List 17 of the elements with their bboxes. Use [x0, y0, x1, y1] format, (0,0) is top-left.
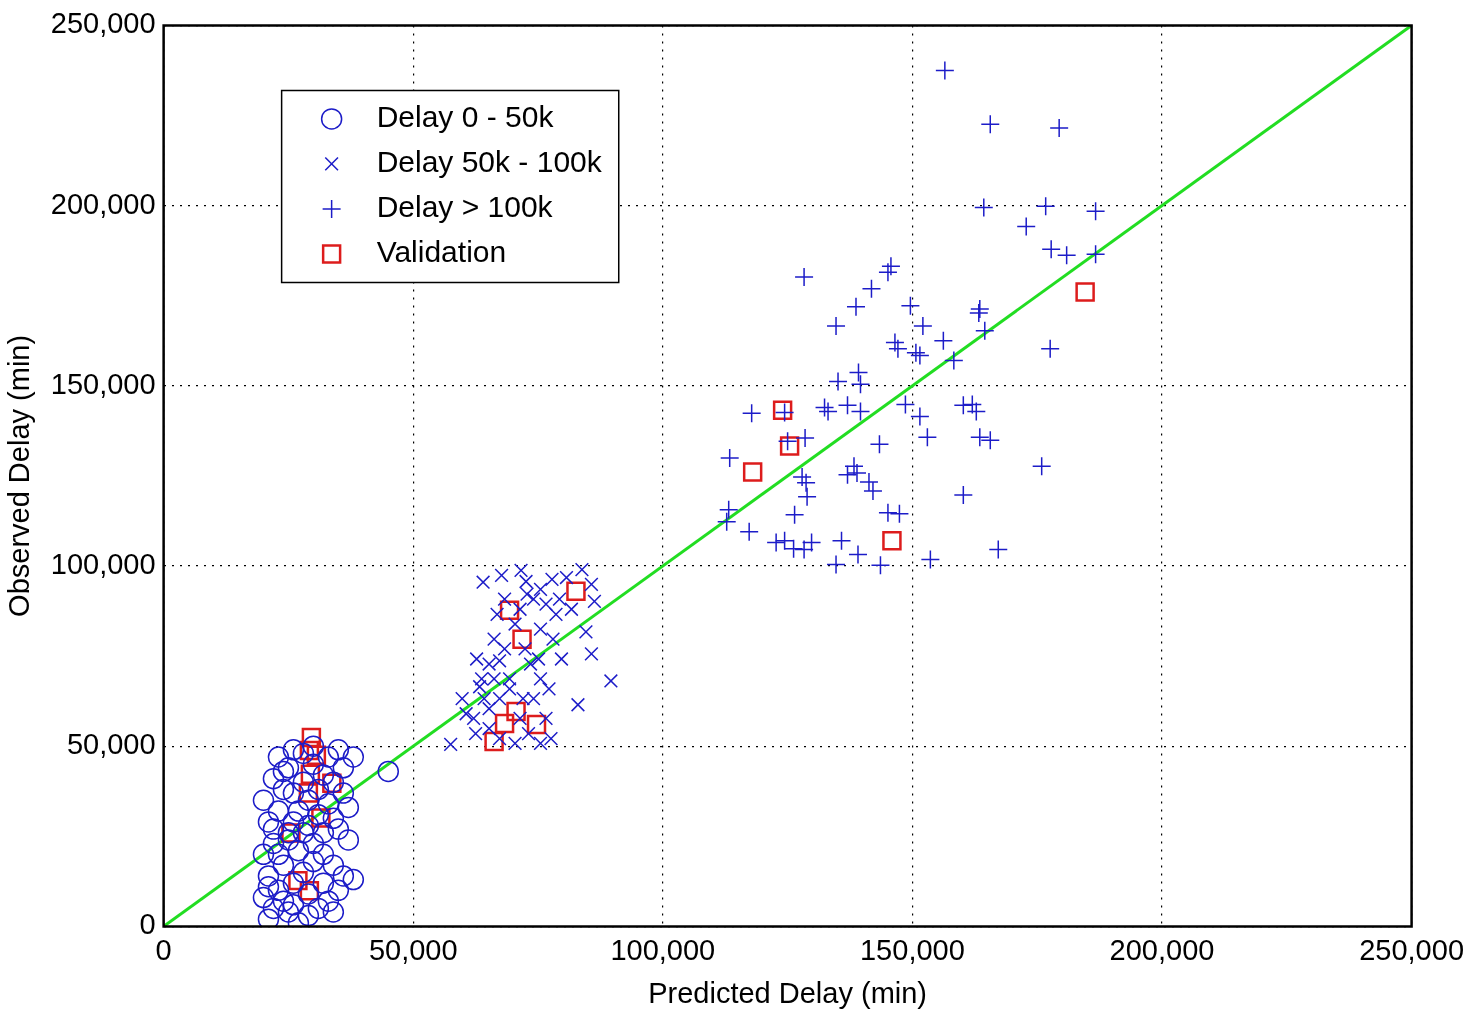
- x-axis-title: Predicted Delay (min): [648, 976, 928, 1009]
- y-tick-label: 200,000: [50, 187, 156, 220]
- y-tick-label: 150,000: [50, 367, 156, 400]
- x-tick-label: 250,000: [1359, 933, 1464, 966]
- x-tick-label: 150,000: [859, 933, 965, 966]
- legend-label: Delay > 100k: [376, 190, 554, 224]
- x-tick-label: 50,000: [368, 933, 458, 966]
- x-tick-label: 200,000: [1109, 933, 1215, 966]
- legend-label: Delay 50k - 100k: [376, 145, 603, 179]
- y-tick-label: 250,000: [50, 7, 156, 40]
- y-tick-label: 0: [139, 908, 156, 941]
- y-tick-label: 50,000: [66, 728, 156, 761]
- legend-label: Validation: [376, 235, 507, 269]
- legend-label: Delay 0 - 50k: [376, 100, 555, 134]
- y-axis-title: Observed Delay (min): [3, 334, 36, 617]
- x-tick-label: 100,000: [610, 933, 716, 966]
- y-tick-label: 100,000: [50, 548, 156, 580]
